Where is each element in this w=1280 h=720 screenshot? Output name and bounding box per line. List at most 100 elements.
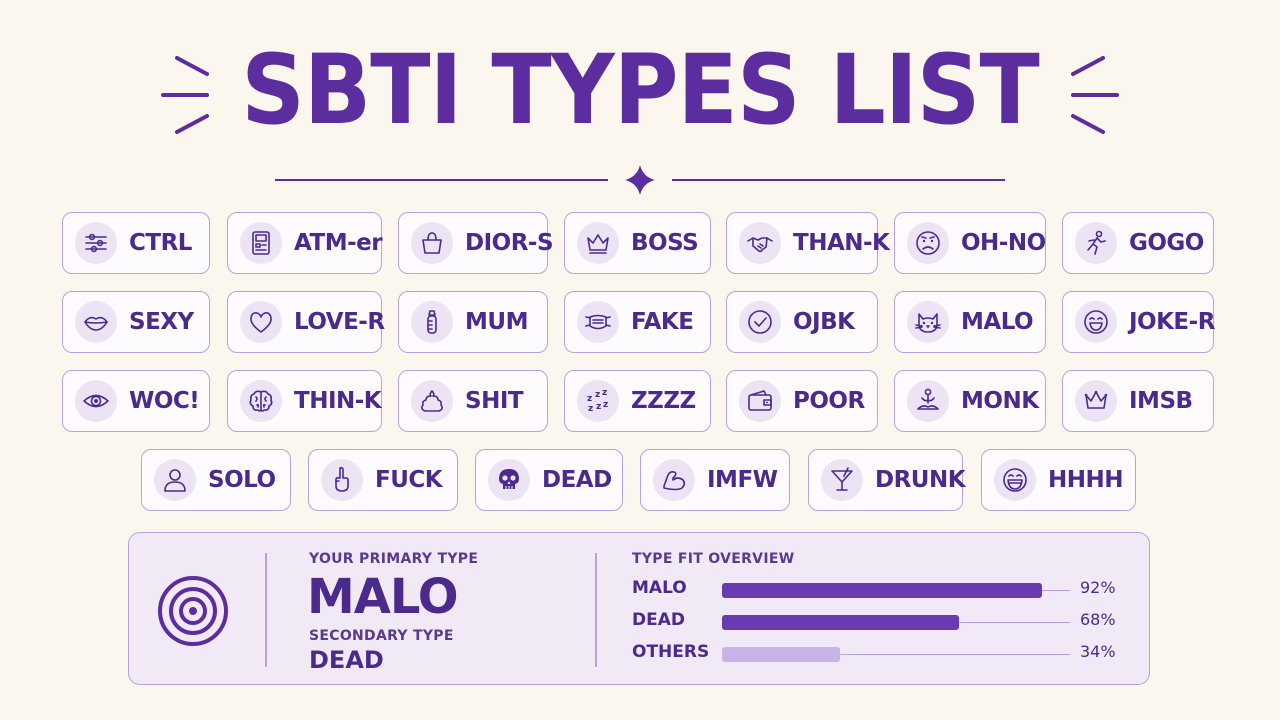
type-tile-poor[interactable]: POOR xyxy=(726,370,878,432)
brain-icon xyxy=(240,380,282,422)
type-tile-imsb[interactable]: IMSB xyxy=(1062,370,1214,432)
type-label: MUM xyxy=(465,309,528,335)
type-tile-ctrl[interactable]: CTRL xyxy=(62,212,210,274)
eye-icon xyxy=(75,380,117,422)
type-tile-imfw[interactable]: IMFW xyxy=(640,449,790,511)
type-label: JOKE-R xyxy=(1129,309,1215,335)
type-label: ATM-er xyxy=(294,230,383,256)
type-label: SOLO xyxy=(208,467,276,493)
fit-percent: 34% xyxy=(1080,642,1116,661)
type-label: DRUNK xyxy=(875,467,966,493)
heart-icon xyxy=(240,301,282,343)
panel-divider-right xyxy=(595,553,597,667)
person-icon xyxy=(154,459,196,501)
cat-icon xyxy=(907,301,949,343)
fit-row-others: OTHERS 34% xyxy=(632,642,1132,666)
type-tile-shit[interactable]: SHIT xyxy=(398,370,548,432)
type-label: HHHH xyxy=(1048,467,1124,493)
type-tile-malo[interactable]: MALO xyxy=(894,291,1046,353)
type-label: MONK xyxy=(961,388,1039,414)
grinning-face-icon xyxy=(994,459,1036,501)
baby-bottle-icon xyxy=(411,301,453,343)
type-label: THIN-K xyxy=(294,388,382,414)
type-tile-ojbk[interactable]: OJBK xyxy=(726,291,878,353)
primary-type-value: MALO xyxy=(307,569,459,625)
fit-bar xyxy=(722,583,1042,598)
type-label: FAKE xyxy=(631,309,694,335)
panel-divider-left xyxy=(265,553,267,667)
type-label: THAN-K xyxy=(793,230,890,256)
type-tile-dior-s[interactable]: DIOR-S xyxy=(398,212,554,274)
type-tile-than-k[interactable]: THAN-K xyxy=(726,212,890,274)
handbag-icon xyxy=(411,222,453,264)
type-tile-hhhh[interactable]: HHHH xyxy=(981,449,1136,511)
type-tile-woc[interactable]: WOC! xyxy=(62,370,210,432)
laughing-face-icon xyxy=(1075,301,1117,343)
svg-text:z: z xyxy=(595,390,600,400)
runner-icon xyxy=(1075,222,1117,264)
type-tile-fake[interactable]: FAKE xyxy=(564,291,711,353)
fit-overview-title: TYPE FIT OVERVIEW xyxy=(632,551,795,567)
cocktail-icon xyxy=(821,459,863,501)
lips-icon xyxy=(75,301,117,343)
type-tile-joke-r[interactable]: JOKE-R xyxy=(1062,291,1215,353)
type-label: IMSB xyxy=(1129,388,1193,414)
type-tile-love-r[interactable]: LOVE-R xyxy=(227,291,385,353)
type-label: IMFW xyxy=(707,467,778,493)
type-label: POOR xyxy=(793,388,865,414)
fit-bar xyxy=(722,647,840,662)
poop-icon xyxy=(411,380,453,422)
type-tile-solo[interactable]: SOLO xyxy=(141,449,291,511)
type-tile-drunk[interactable]: DRUNK xyxy=(808,449,966,511)
type-tile-thin-k[interactable]: THIN-K xyxy=(227,370,382,432)
right-burst-decoration xyxy=(1071,56,1119,134)
sparkle-icon xyxy=(625,165,655,195)
flexed-arm-icon xyxy=(653,459,695,501)
crown-icon xyxy=(577,222,619,264)
svg-text:z: z xyxy=(596,402,601,412)
type-label: WOC! xyxy=(129,388,200,414)
fit-row-dead: DEAD 68% xyxy=(632,610,1132,634)
type-tile-oh-no[interactable]: OH-NO xyxy=(894,212,1046,274)
type-row: CTRL ATM-er DIOR-S BOSS THAN-K OH-NO GOGO xyxy=(0,212,1280,274)
type-tile-dead[interactable]: DEAD xyxy=(475,449,623,511)
fit-percent: 92% xyxy=(1080,578,1116,597)
worried-face-icon xyxy=(907,222,949,264)
type-label: DIOR-S xyxy=(465,230,554,256)
type-label: OH-NO xyxy=(961,230,1046,256)
type-tile-zzzz[interactable]: z z z z z z ZZZZ xyxy=(564,370,711,432)
type-tile-gogo[interactable]: GOGO xyxy=(1062,212,1214,274)
type-row: SEXY LOVE-R MUM FAKE OJBK MALO JOKE-R xyxy=(0,291,1280,353)
type-tile-sexy[interactable]: SEXY xyxy=(62,291,210,353)
svg-text:z: z xyxy=(587,394,592,404)
type-label: BOSS xyxy=(631,230,699,256)
type-tile-atm-er[interactable]: ATM-er xyxy=(227,212,383,274)
secondary-type-label: SECONDARY TYPE xyxy=(309,628,454,644)
svg-text:z: z xyxy=(588,404,593,414)
svg-text:z: z xyxy=(602,388,607,398)
type-tile-boss[interactable]: BOSS xyxy=(564,212,711,274)
svg-text:z: z xyxy=(603,400,608,410)
type-label: GOGO xyxy=(1129,230,1204,256)
type-tile-fuck[interactable]: FUCK xyxy=(308,449,458,511)
type-label: ZZZZ xyxy=(631,388,696,414)
type-label: CTRL xyxy=(129,230,192,256)
fit-percent: 68% xyxy=(1080,610,1116,629)
secondary-type-value: DEAD xyxy=(309,646,384,674)
face-mask-icon xyxy=(577,301,619,343)
atm-icon xyxy=(240,222,282,264)
handshake-icon xyxy=(739,222,781,264)
fit-row-malo: MALO 92% xyxy=(632,578,1132,602)
skull-icon xyxy=(488,459,530,501)
type-tile-monk[interactable]: MONK xyxy=(894,370,1046,432)
wallet-icon xyxy=(739,380,781,422)
fit-name: DEAD xyxy=(632,610,685,630)
crown-outline-icon xyxy=(1075,380,1117,422)
type-tile-mum[interactable]: MUM xyxy=(398,291,548,353)
sliders-icon xyxy=(75,222,117,264)
result-panel: YOUR PRIMARY TYPE MALO SECONDARY TYPE DE… xyxy=(128,532,1150,685)
type-label: OJBK xyxy=(793,309,855,335)
page-title: SBTI TYPES LIST xyxy=(241,34,1040,146)
fit-track xyxy=(722,654,1070,655)
